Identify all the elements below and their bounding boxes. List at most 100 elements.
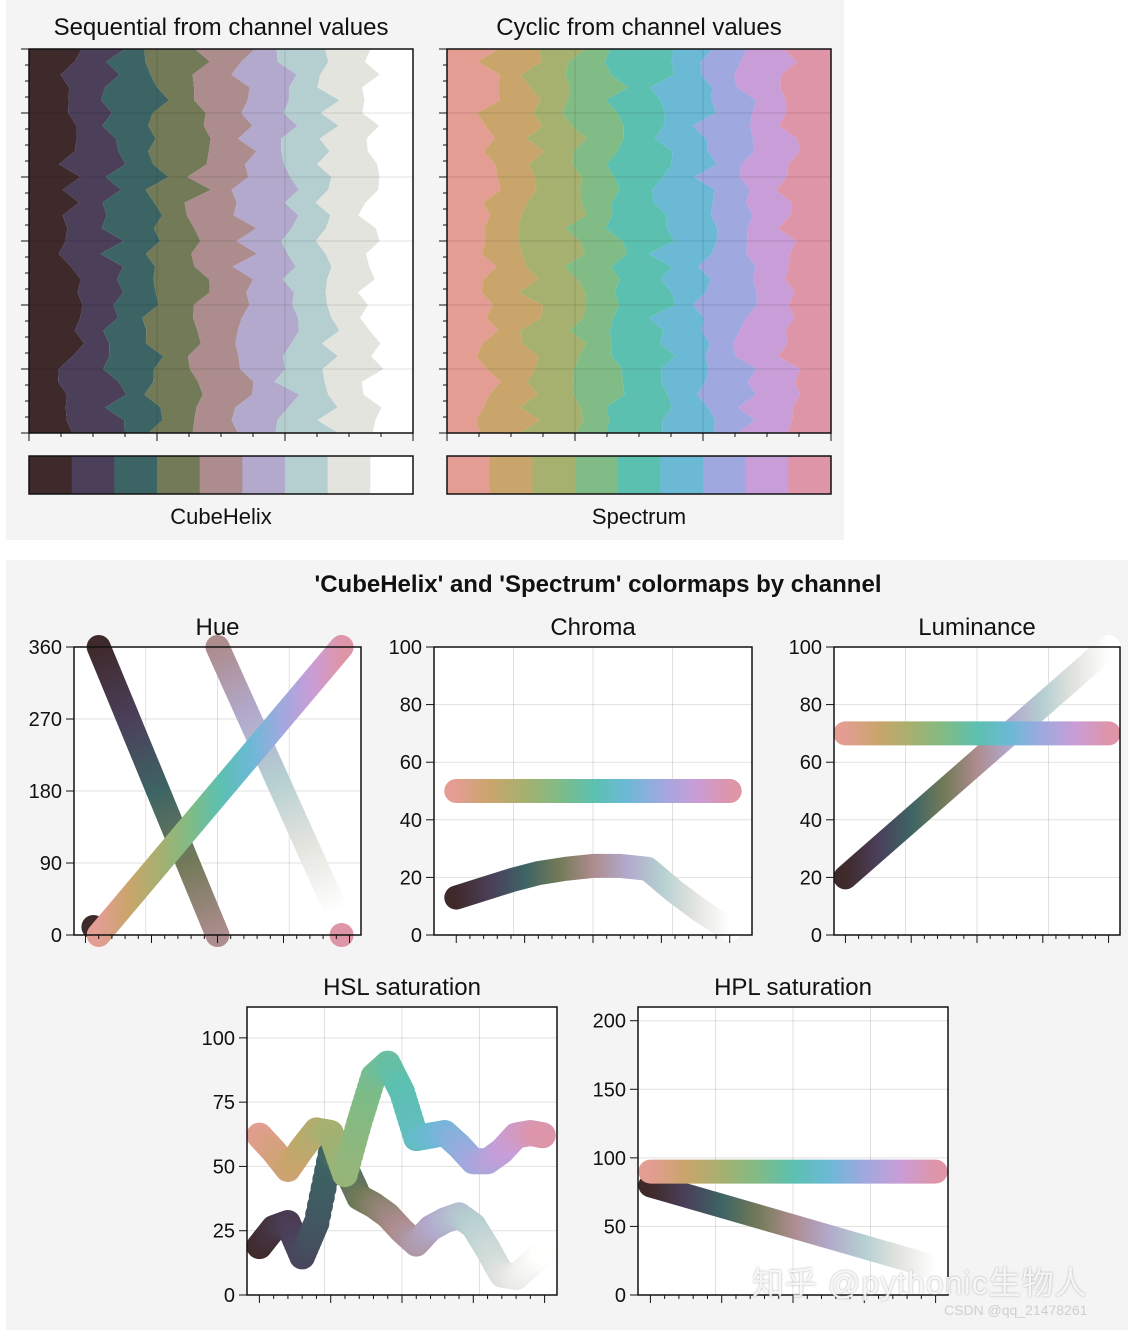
y-tick-label: 25 — [213, 1221, 235, 1243]
colorbar-swatch-5 — [199, 456, 243, 494]
area-chart-title: Cyclic from channel values — [496, 14, 781, 41]
colorbar-swatch-2 — [71, 456, 115, 494]
y-tick-label: 50 — [604, 1216, 626, 1238]
suptitle: 'CubeHelix' and 'Spectrum' colormaps by … — [315, 571, 882, 598]
chart-title: Luminance — [918, 614, 1035, 641]
y-tick-label: 0 — [615, 1285, 626, 1307]
y-tick-label: 0 — [411, 925, 422, 947]
colorbar-swatch-4 — [157, 456, 201, 494]
colorbar-swatch-4 — [575, 456, 619, 494]
area-layer-1 — [29, 49, 85, 433]
colorbar-swatch-6 — [242, 456, 286, 494]
area-chart-title: Sequential from channel values — [54, 14, 389, 41]
channel-charts: 'CubeHelix' and 'Spectrum' colormaps by … — [29, 571, 1121, 1307]
area-layer-6 — [648, 49, 718, 433]
series-line-cubehelix — [833, 635, 1121, 890]
series-line-cubehelix-wrap — [205, 635, 349, 923]
area-chart-0: Sequential from channel values — [21, 14, 414, 441]
area-layer-3 — [518, 49, 588, 433]
area-layer-2 — [58, 49, 127, 433]
y-tick-label: 75 — [213, 1092, 235, 1114]
area-layer-7 — [274, 49, 340, 433]
colorbar-swatch-6 — [660, 456, 704, 494]
area-layer-7 — [692, 49, 758, 433]
series-layer — [444, 779, 742, 942]
colorbar-swatch-8 — [327, 456, 371, 494]
series-point — [529, 1239, 556, 1266]
y-tick-label: 0 — [51, 925, 62, 947]
area-layer-5 — [184, 49, 257, 433]
area-layer-3 — [100, 49, 170, 433]
series-layer — [833, 635, 1121, 890]
colorbar-swatch-9 — [788, 456, 832, 494]
y-tick-label: 20 — [800, 867, 822, 889]
colorbar-swatch-1 — [447, 456, 491, 494]
area-layer-9 — [358, 49, 413, 433]
y-tick-label: 50 — [213, 1156, 235, 1178]
series-layer — [638, 1159, 948, 1280]
y-tick-label: 60 — [800, 752, 822, 774]
y-tick-label: 80 — [800, 695, 822, 717]
cubehelix-colorbar: CubeHelix — [28, 455, 414, 529]
area-layer-4 — [142, 49, 212, 433]
y-tick-label: 0 — [811, 925, 822, 947]
colorbar-swatch-3 — [532, 456, 576, 494]
area-layer-4 — [562, 49, 629, 433]
chart-title: HSL saturation — [323, 974, 481, 1001]
area-layer-2 — [476, 49, 545, 433]
series-line-cubehelix — [638, 1173, 948, 1280]
y-tick-label: 270 — [29, 709, 62, 731]
y-tick-label: 40 — [800, 810, 822, 832]
area-layer-8 — [733, 49, 801, 433]
series-line-cubehelix — [86, 635, 230, 947]
area-layer-6 — [231, 49, 300, 433]
y-tick-label: 90 — [40, 853, 62, 875]
y-tick-label: 60 — [400, 752, 422, 774]
colorbar-swatch-8 — [745, 456, 789, 494]
y-tick-label: 80 — [400, 695, 422, 717]
plot-area — [834, 647, 1120, 935]
chart-title: Chroma — [550, 614, 636, 641]
colorbar-swatch-9 — [370, 456, 414, 494]
y-tick-label: 200 — [593, 1011, 626, 1033]
area-chart-1: Cyclic from channel values — [439, 14, 832, 441]
watermark-sub: CSDN @qq_21478261 — [944, 1302, 1088, 1318]
channel-chart-hpl-saturation: HPL saturation 0 50 100 150 200 — [593, 974, 949, 1307]
channel-chart-chroma: Chroma 0 20 40 60 80 100 — [389, 614, 753, 947]
y-tick-label: 100 — [593, 1148, 626, 1170]
watermark-main: 知乎 @pythonic生物人 — [752, 1265, 1088, 1301]
colorbar-swatch-3 — [114, 456, 158, 494]
y-tick-label: 20 — [400, 867, 422, 889]
colorbar-swatch-7 — [285, 456, 329, 494]
spectrum-colorbar: Spectrum — [446, 455, 832, 529]
colorbar-swatch-7 — [703, 456, 747, 494]
colorbar-swatch-5 — [617, 456, 661, 494]
colorbar-frame — [28, 455, 414, 495]
y-tick-label: 180 — [29, 781, 62, 803]
y-tick-label: 150 — [593, 1079, 626, 1101]
chart-title: HPL saturation — [714, 974, 872, 1001]
y-tick-label: 100 — [389, 637, 422, 659]
colorbar-frame — [446, 455, 832, 495]
area-layer-8 — [315, 49, 384, 433]
colorbar-swatch-2 — [489, 456, 533, 494]
series-layer — [81, 635, 354, 947]
y-tick-label: 100 — [202, 1028, 235, 1050]
area-layer-9 — [776, 49, 831, 433]
area-layer-5 — [604, 49, 676, 433]
channel-chart-hsl-saturation: HSL saturation 0 25 50 75 100 — [202, 974, 558, 1307]
y-tick-label: 40 — [400, 810, 422, 832]
area-layer-1 — [447, 49, 501, 433]
series-line-cubehelix — [444, 853, 742, 942]
colorbar-swatch-1 — [29, 456, 73, 494]
colorbar-label: CubeHelix — [170, 504, 272, 529]
series-line-spectrum — [86, 635, 354, 947]
channel-chart-luminance: Luminance 0 20 40 60 80 100 — [789, 614, 1121, 947]
top-charts: Sequential from channel values Cyclic fro… — [21, 14, 832, 529]
series-layer — [246, 1050, 556, 1290]
y-tick-label: 0 — [224, 1285, 235, 1307]
colorbar-label: Spectrum — [592, 504, 686, 529]
series-point — [529, 1122, 556, 1149]
